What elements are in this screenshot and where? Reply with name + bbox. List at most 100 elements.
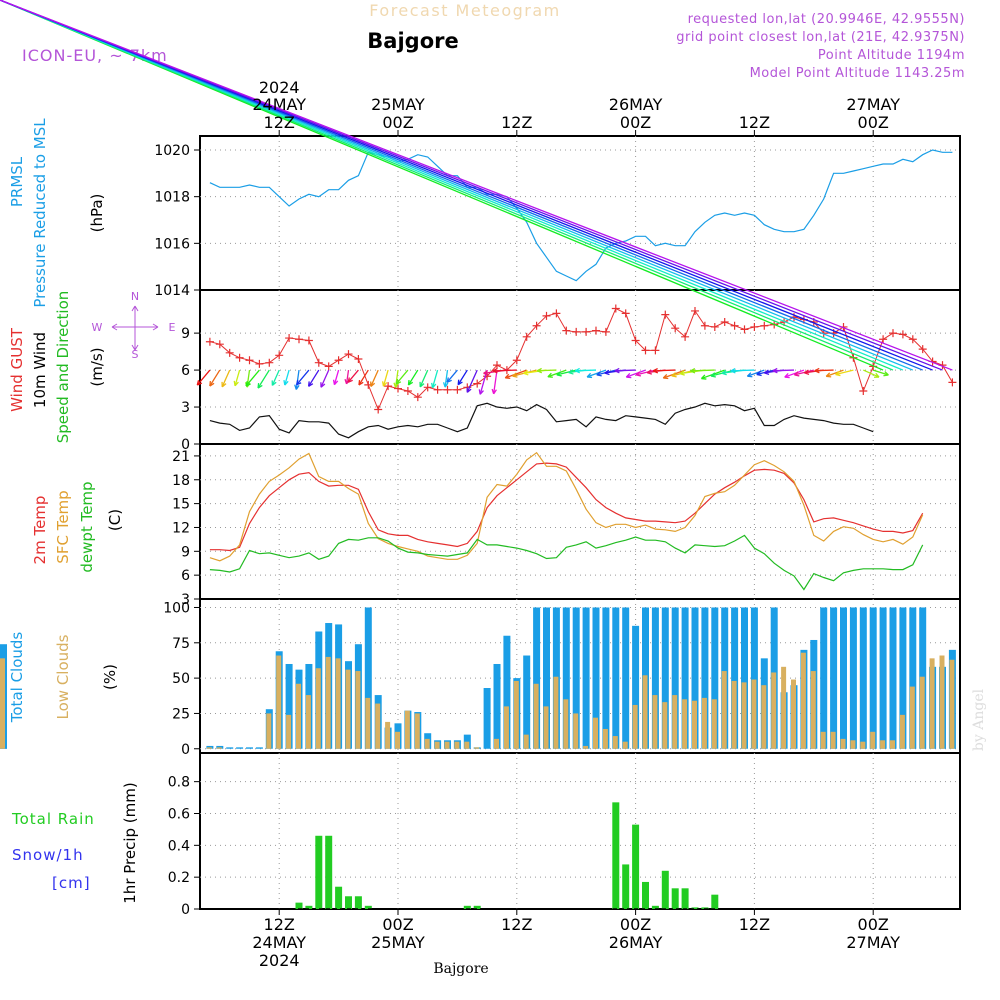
low-cloud-bar [741, 682, 747, 749]
wind-arrow-head [332, 379, 339, 386]
gust-marker [631, 336, 640, 345]
gust-marker [750, 322, 759, 331]
rain-bar [463, 905, 471, 909]
top-date-label: 27MAY [846, 95, 900, 114]
low-cloud-bar [404, 710, 410, 749]
wind-dir-label: Speed and Direction [54, 291, 72, 444]
low-cloud-bar [444, 741, 450, 749]
top-hour-label: 00Z [620, 113, 651, 132]
y-tick-label: 1020 [154, 143, 190, 159]
gust-marker [344, 350, 353, 359]
wind-arrow [575, 369, 597, 372]
low-cloud-bar [949, 659, 955, 749]
wind-arrow [772, 369, 795, 372]
top-hour-label: 00Z [858, 113, 889, 132]
snow-legend: Snow/1h [12, 846, 84, 864]
wind-arrow-head [746, 372, 753, 378]
rain-bar [295, 902, 303, 909]
total-cloud-bar [255, 747, 263, 749]
low-cloud-bar [751, 679, 757, 749]
wind-arrow-head [679, 370, 685, 376]
gust-marker [433, 385, 442, 394]
wind-arrow [457, 369, 468, 386]
wind-arrow-head [586, 372, 593, 379]
clouds-unit: (%) [101, 664, 119, 690]
total-cloud-bar [572, 607, 580, 749]
gust-marker [532, 321, 541, 330]
rain-bar [681, 888, 689, 909]
top-date-label: 24MAY [252, 95, 306, 114]
low-cloud-bar [919, 676, 925, 749]
wind-arrow-head [483, 370, 489, 376]
low-cloud-bar [791, 679, 796, 749]
wind-arrow [245, 369, 260, 387]
wind-arrow [358, 369, 369, 386]
wind-arrow-head [395, 378, 402, 385]
wind-arrow [547, 369, 567, 378]
wind-arrow [626, 369, 646, 378]
wind-arrow [814, 369, 834, 372]
low-cloud-bar [692, 700, 697, 749]
wind-arrow-head [763, 369, 770, 376]
top-hour-label: 00Z [382, 113, 413, 132]
gust-marker [542, 311, 551, 320]
low-cloud-bar [622, 741, 628, 749]
low-cloud-bar [276, 655, 282, 749]
wind-arrow [492, 369, 517, 372]
low-cloud-bar [286, 714, 292, 749]
credit-watermark: by Angel [971, 688, 987, 751]
wind-arrow [431, 369, 439, 388]
series-line-2m-temp [209, 462, 924, 552]
gust-marker [740, 325, 749, 334]
total-cloud-bar [840, 607, 847, 749]
y-tick-label: 21 [172, 449, 190, 465]
gust-marker [671, 324, 680, 333]
low-cloud-bar [820, 731, 826, 749]
wind-arrow-head [358, 379, 364, 386]
low-cloud-bar [840, 738, 846, 749]
wind-arrow-head [662, 373, 669, 380]
wind-arrow-head [721, 369, 727, 376]
rain-bar [345, 896, 352, 909]
wind-arrow-head [625, 373, 632, 379]
requested-coords: requested lon,lat (20.9946E, 42.9555N) [688, 12, 965, 27]
low-cloud-bar [602, 728, 608, 749]
low-cloud-bar [909, 686, 915, 749]
top-date-label: 25MAY [371, 95, 425, 114]
wind-arrow-head [442, 382, 449, 388]
total-cloud-bar [236, 747, 244, 749]
point-altitude: Point Altitude 1194m [818, 48, 965, 63]
y-tick-label: 0 [181, 437, 190, 453]
rain-bar [711, 894, 719, 909]
y-tick-label: 0.2 [168, 870, 190, 886]
wind-arrow-head [596, 371, 602, 377]
low-cloud-bar [800, 652, 806, 749]
compass-icon [111, 305, 159, 351]
total-cloud-bar [483, 688, 491, 749]
wind-arrow [444, 369, 449, 388]
low-cloud-bar [899, 714, 905, 749]
low-cloud-bar [771, 672, 777, 749]
low-cloud-bar [315, 668, 321, 749]
gust-marker [522, 332, 531, 341]
wind-arrow [446, 369, 458, 383]
gust-marker [720, 318, 729, 327]
low-cloud-bar [662, 702, 668, 749]
y-tick-label: 9 [181, 544, 190, 560]
gust-marker [493, 361, 501, 370]
wind-arrow [614, 369, 636, 372]
wind-arrow-head [320, 382, 326, 388]
total-cloud-bar [632, 625, 640, 749]
low-cloud-bar [573, 713, 579, 749]
prmsl-label: PRMSL [8, 156, 26, 207]
gust-marker [859, 387, 868, 396]
y-tick-label: 0.4 [168, 838, 190, 854]
rain-bar [335, 886, 343, 909]
gust-marker [700, 321, 709, 330]
total-cloud-bar [651, 607, 659, 749]
total-cloud-bar [889, 607, 897, 749]
wind-arrow-head [295, 379, 302, 386]
bottom-hour-label: 12Z [264, 915, 295, 934]
total-cloud-bar [661, 607, 669, 749]
gust-marker [304, 336, 313, 345]
